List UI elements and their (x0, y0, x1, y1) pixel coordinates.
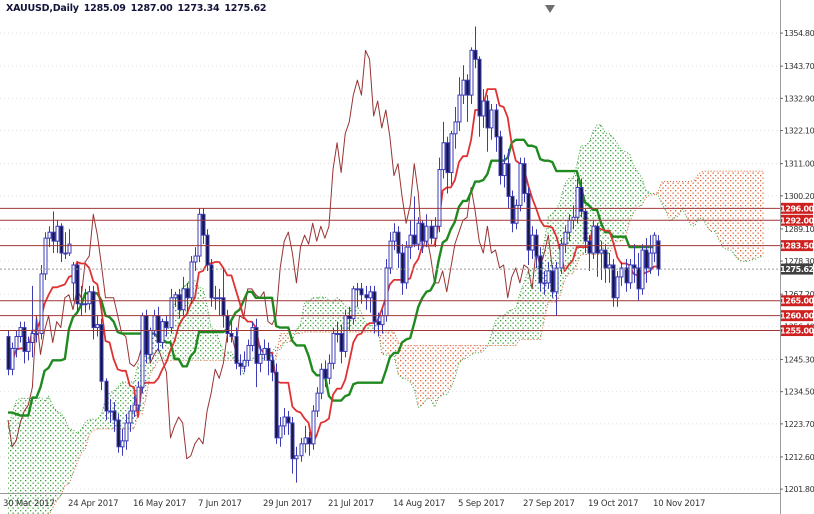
price-tick-label: 1223.70 (784, 420, 814, 429)
price-tick-label: 1234.50 (784, 388, 814, 397)
price-tick-label: 1245.30 (784, 355, 814, 364)
time-tick-label: 29 Jun 2017 (263, 499, 312, 509)
price-tick-label: 1332.90 (784, 94, 814, 103)
time-tick-label: 16 May 2017 (133, 499, 186, 509)
ohlc-open: 1285.09 (83, 3, 126, 14)
ohlc-high: 1287.00 (130, 3, 173, 14)
svg-text:1292.00: 1292.00 (780, 216, 814, 225)
price-tick-label: 1300.20 (784, 192, 814, 201)
tenkan-sen-line (7, 88, 658, 445)
level-price-badge: 1296.00 (780, 202, 814, 214)
ohlc-close: 1275.62 (224, 3, 267, 14)
time-tick-label: 7 Jun 2017 (198, 499, 242, 509)
time-tick-label: 19 Oct 2017 (588, 499, 638, 509)
level-price-badge: 1283.50 (780, 240, 814, 252)
svg-text:1265.00: 1265.00 (780, 297, 814, 306)
price-tick-label: 1212.60 (784, 453, 814, 462)
symbol-ohlc-label: XAUUSD,Daily 1285.09 1287.00 1273.34 1275.62 (6, 3, 271, 14)
svg-text:1283.50: 1283.50 (780, 242, 814, 251)
senkou-span-b-line (48, 170, 764, 514)
price-tick-label: 1278.30 (784, 257, 814, 266)
price-tick-label: 1289.10 (784, 225, 814, 234)
svg-text:1275.62: 1275.62 (780, 265, 814, 274)
price-tick-label: 1343.70 (784, 62, 814, 71)
ichimoku-cloud (8, 124, 764, 514)
price-tick-label: 1311.00 (784, 160, 814, 169)
senkou-span-a-line (7, 124, 764, 434)
svg-text:1260.00: 1260.00 (780, 312, 814, 321)
levels-layer (0, 207, 780, 332)
candles-layer (6, 26, 661, 483)
svg-text:1296.00: 1296.00 (780, 204, 814, 213)
symbol-period-label: XAUUSD,Daily (6, 3, 79, 14)
kijun-sen-line (8, 138, 658, 417)
time-tick-label: 30 Mar 2017 (3, 499, 55, 509)
time-tick-label: 10 Nov 2017 (653, 499, 705, 509)
time-tick-label: 24 Apr 2017 (68, 499, 118, 509)
time-tick-label: 5 Sep 2017 (458, 499, 504, 509)
svg-text:1255.00: 1255.00 (780, 327, 814, 336)
price-tick-label: 1322.10 (784, 127, 814, 136)
level-price-badge: 1260.00 (780, 310, 814, 322)
time-axis[interactable]: 30 Mar 2017 24 Apr 2017 16 May 2017 7 Jun 2… (0, 493, 780, 510)
price-tick-label: 1354.80 (784, 29, 814, 38)
level-price-badge: 1265.00 (780, 295, 814, 307)
price-axis[interactable]: 1354.80 1343.70 1332.90 1322.10 1311.00 1300.… (780, 0, 814, 514)
price-tick-label: 1267.20 (784, 290, 814, 299)
bid-price-badge: 1275.62 (780, 263, 814, 275)
time-tick-label: 27 Sep 2017 (523, 499, 575, 509)
chart-shift-marker[interactable] (545, 5, 555, 13)
ohlc-low: 1273.34 (177, 3, 220, 14)
time-tick-label: 21 Jul 2017 (328, 499, 374, 509)
level-price-badge: 1292.00 (780, 214, 814, 226)
price-tick-label: 1201.80 (784, 485, 814, 494)
time-tick-label: 14 Aug 2017 (393, 499, 445, 509)
level-price-badge: 1255.00 (780, 325, 814, 337)
